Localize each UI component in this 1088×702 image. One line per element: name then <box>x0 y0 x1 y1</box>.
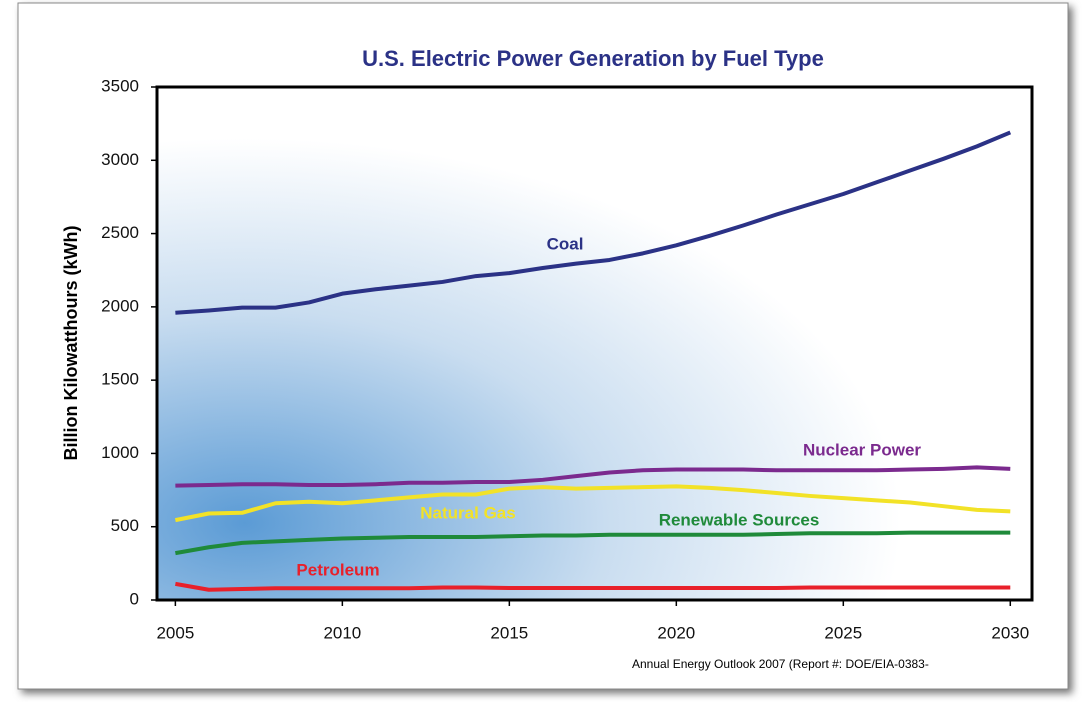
x-tick-label: 2025 <box>824 623 862 642</box>
series-line <box>175 130 1012 315</box>
y-tick-label: 3000 <box>101 150 139 169</box>
y-tick-label: 2500 <box>101 223 139 242</box>
series-label: Nuclear Power <box>803 440 921 459</box>
series-label: Natural Gas <box>420 503 515 522</box>
chart-title: U.S. Electric Power Generation by Fuel T… <box>362 46 824 71</box>
y-tick-label: 1500 <box>101 370 139 389</box>
x-tick-label: 2010 <box>323 623 361 642</box>
series-line <box>174 484 1011 523</box>
y-tick-label: 0 <box>130 589 139 608</box>
plot-area <box>157 87 1032 600</box>
x-tick-label: 2020 <box>657 623 695 642</box>
x-tick-label: 2030 <box>991 623 1029 642</box>
y-tick-label: 2000 <box>101 296 139 315</box>
series-line <box>175 465 1011 488</box>
source-note: Annual Energy Outlook 2007 (Report #: DO… <box>632 657 929 671</box>
x-tick-label: 2015 <box>490 623 528 642</box>
series-line <box>175 530 1011 556</box>
x-tick-label: 2005 <box>156 623 194 642</box>
y-tick-label: 500 <box>111 516 139 535</box>
y-axis-label: Billion Kilowatthours (kWh) <box>61 226 81 461</box>
series-label: Petroleum <box>296 560 379 579</box>
plot-frame <box>155 85 1034 602</box>
series-label: Coal <box>547 234 584 253</box>
y-tick-label: 3500 <box>101 76 139 95</box>
series-line <box>175 581 1011 592</box>
series-label: Renewable Sources <box>659 510 820 529</box>
y-tick-label: 1000 <box>101 443 139 462</box>
